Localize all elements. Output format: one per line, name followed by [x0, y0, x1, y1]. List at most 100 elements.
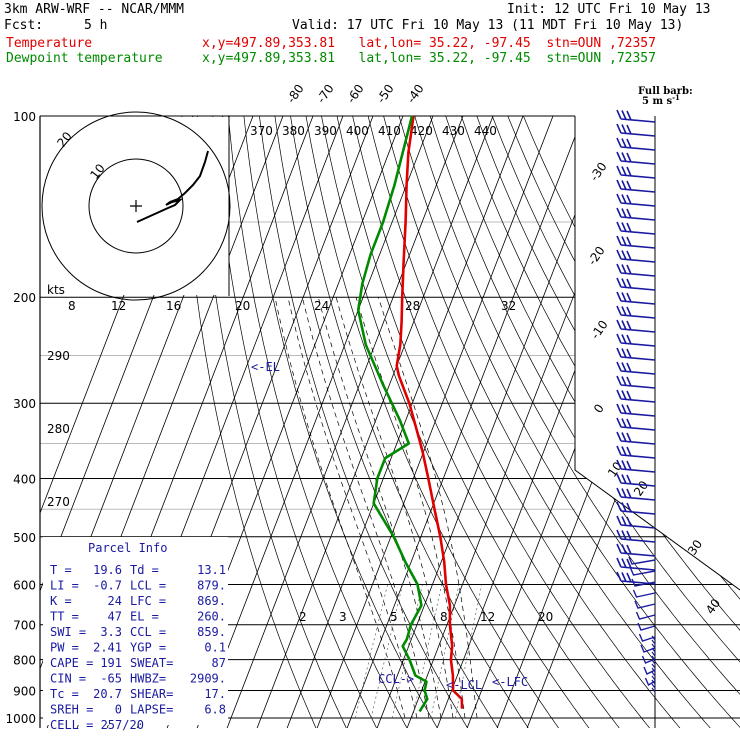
right-boundary	[574, 116, 740, 591]
wind-barb	[651, 647, 656, 653]
parcel-row-label: K =	[50, 594, 72, 608]
wind-barb	[616, 501, 656, 515]
isotherm-label: -80	[284, 82, 307, 106]
moist-adiabat-label: 20	[235, 299, 250, 313]
wind-barb	[651, 639, 656, 645]
wind-barb	[616, 529, 656, 543]
parcel-row-value: 13.1	[197, 563, 226, 577]
mixing-ratio-line	[370, 584, 403, 719]
dry-adiabat	[511, 116, 740, 728]
parcel-row-label: HWBZ=	[130, 672, 166, 686]
theta-label: 370	[250, 124, 273, 138]
parcel-row-value: 6.8	[204, 703, 226, 717]
mixing-ratio-label: 12	[480, 610, 495, 624]
parcel-row-value: 859.	[197, 625, 226, 639]
parcel-row-value: -65	[100, 672, 122, 686]
wind-barb	[635, 611, 656, 620]
isotherm-label: -40	[404, 82, 427, 106]
moist-adiabat-label: 32	[501, 299, 516, 313]
parcel-row-label: LCL =	[130, 579, 166, 593]
hodograph-ring-10	[88, 158, 184, 254]
dry-adiabat	[346, 116, 653, 728]
wind-barb	[616, 165, 656, 179]
mixing-ratio-labels: 2 3 5 8 12 20	[299, 610, 553, 624]
dewpoint-legend: Dewpoint temperature	[6, 51, 163, 66]
parcel-row-value: -0.7	[93, 579, 122, 593]
moist-adiabat	[335, 297, 454, 719]
temperature-legend: Temperature	[6, 36, 93, 51]
dry-adiabat	[210, 116, 379, 728]
mixing-ratio-line	[391, 584, 423, 719]
theta-label: 380	[282, 124, 305, 138]
lfc-label: <-LFC	[492, 675, 528, 689]
moist-adiabat	[317, 297, 442, 719]
isotherm-line	[255, 116, 504, 728]
parcel-levels: <-EL CCL-> <-LCL <-LFC	[251, 360, 528, 692]
parcel-row-label: CCL =	[130, 625, 166, 639]
ccl-label: CCL->	[378, 672, 414, 686]
lcl-label: <-LCL	[446, 678, 482, 692]
isotherm-line	[375, 116, 624, 728]
dewpoint-trace	[356, 115, 429, 713]
mixing-ratio-label: 2	[299, 610, 307, 624]
parcel-row-label: Tc =	[50, 687, 79, 701]
wind-barb	[616, 305, 656, 319]
theta-labels: 370 380 390 400 410 420 430 440 290 280 270	[47, 124, 497, 509]
dry-adiabat	[225, 116, 409, 728]
parcel-row-label: T =	[50, 563, 72, 577]
parcel-row-label: YGP =	[130, 641, 166, 655]
moist-adiabat	[355, 297, 466, 719]
theta-label: 420	[410, 124, 433, 138]
wind-barb	[616, 403, 656, 417]
header: 3km ARW-WRF -- NCAR/MMM Init: 12 UTC Fri…	[0, 0, 740, 70]
wind-barb	[616, 571, 656, 585]
wind-barb	[616, 333, 656, 347]
isotherm-label: 20	[631, 478, 651, 499]
pressure-label: 400	[13, 472, 36, 486]
pressure-label: 200	[13, 291, 36, 305]
isotherm-label: -10	[588, 318, 611, 342]
wind-barb	[637, 622, 656, 631]
wind-barbs	[616, 109, 656, 693]
pressure-label: 800	[13, 654, 36, 668]
dry-adiabat	[180, 116, 318, 728]
parcel-row-label: TT =	[50, 610, 79, 624]
wind-barb	[616, 515, 656, 529]
hodograph-origin	[130, 200, 142, 212]
barb-note-sup: -1	[672, 93, 680, 102]
wind-barb	[651, 643, 656, 649]
dewpoint-location: x,y=497.89,353.81 lat,lon= 35.22, -97.45…	[202, 51, 656, 66]
parcel-row-label: SWI =	[50, 625, 86, 639]
parcel-row-value: 0.1	[204, 641, 226, 655]
theta-left-label: 270	[47, 495, 70, 509]
theta-label: 390	[314, 124, 337, 138]
theta-left-label: 290	[47, 349, 70, 363]
fcst-value: 5 h	[84, 18, 108, 33]
pressure-label: 1000	[5, 712, 36, 726]
parcel-row-value: 869.	[197, 594, 226, 608]
isotherm-label: -30	[587, 160, 610, 184]
wind-barb	[631, 578, 656, 587]
wind-barb	[651, 679, 656, 685]
wind-barb	[616, 557, 656, 571]
dry-adiabat	[421, 116, 740, 728]
parcel-row-label: LAPSE=	[130, 703, 173, 717]
moist-adiabat-label: 8	[68, 299, 76, 313]
isotherm-line	[495, 116, 740, 728]
wind-barb	[651, 687, 656, 693]
moist-adiabat-label: 28	[405, 299, 420, 313]
parcel-row-value: 260.	[197, 610, 226, 624]
parcel-row-label: EL =	[130, 610, 159, 624]
wind-barb	[616, 543, 656, 557]
dry-adiabat	[406, 116, 740, 728]
pressure-label: 500	[13, 531, 36, 545]
isotherm-label: -20	[585, 244, 608, 268]
dry-adiabat	[316, 116, 592, 728]
parcel-row-value: 2909.	[190, 672, 226, 686]
wind-barb	[616, 473, 656, 487]
wind-barb	[651, 675, 656, 681]
hodograph-ring-20	[41, 111, 231, 301]
parcel-row-label: SHEAR=	[130, 687, 173, 701]
dry-adiabat	[195, 116, 348, 728]
hodograph-trace	[136, 150, 209, 223]
